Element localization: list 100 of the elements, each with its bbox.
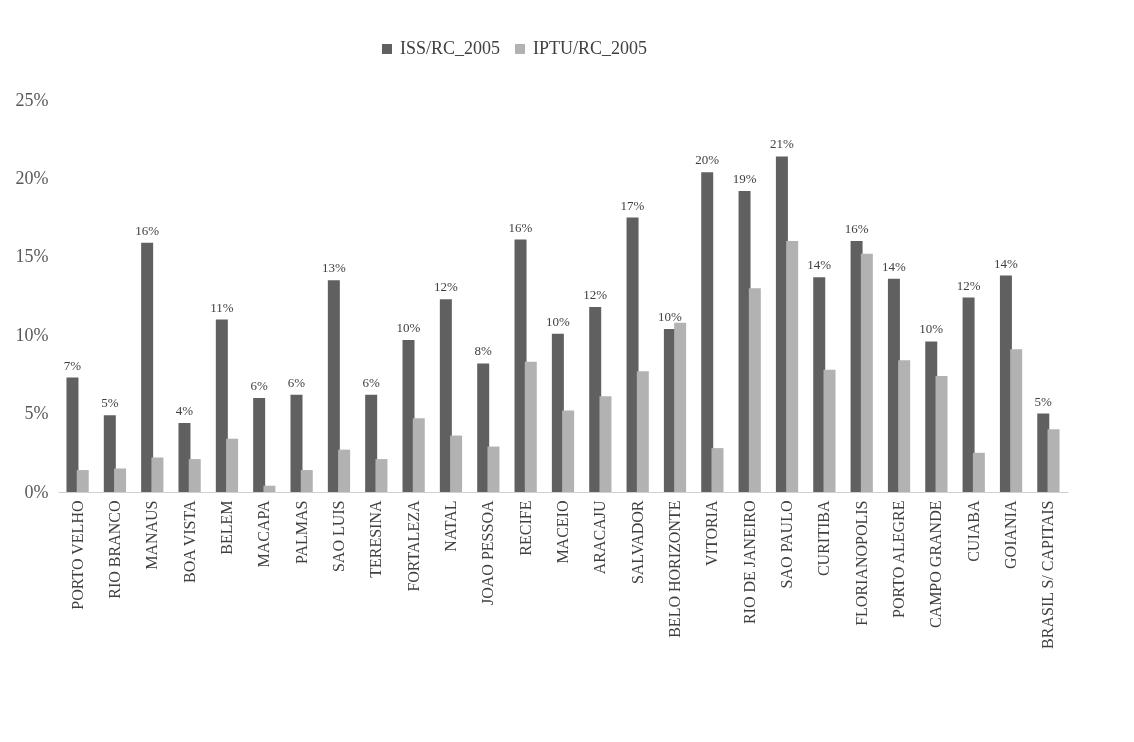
data-label: 19% xyxy=(732,170,757,186)
data-label: 11% xyxy=(210,299,234,315)
bar xyxy=(551,333,564,492)
x-tick-label: RIO DE JANEIRO xyxy=(740,500,758,625)
bar xyxy=(935,375,948,492)
data-label: 4% xyxy=(175,403,194,419)
y-tick-label: 15% xyxy=(15,246,49,267)
data-label: 12% xyxy=(956,277,981,293)
data-label: 6% xyxy=(250,377,268,393)
x-tick-label: SAO PAULO xyxy=(778,500,796,589)
bar xyxy=(860,253,873,492)
x-tick-label: PORTO VELHO xyxy=(68,500,86,610)
data-label: 14% xyxy=(807,257,832,273)
y-tick-label: 10% xyxy=(15,324,49,345)
bar xyxy=(103,415,116,492)
x-tick-label: BRASIL S/ CAPITAIS xyxy=(1039,500,1057,649)
data-label: 8% xyxy=(474,343,493,359)
x-tick-label: JOAO PESSOA xyxy=(479,500,497,605)
data-label: 10% xyxy=(545,313,570,329)
bar xyxy=(962,297,975,492)
bar xyxy=(524,361,537,492)
y-tick-label: 20% xyxy=(15,167,49,188)
y-tick-label: 0% xyxy=(24,481,49,502)
data-label: 6% xyxy=(362,374,380,390)
data-label: 12% xyxy=(433,279,458,295)
x-tick-label: GOIANIA xyxy=(1002,500,1020,569)
x-tick-label: RIO BRANCO xyxy=(105,500,123,599)
bar xyxy=(412,418,425,492)
x-tick-label: PORTO ALEGRE xyxy=(890,500,908,618)
data-label: 16% xyxy=(508,219,533,235)
bar xyxy=(813,277,826,492)
data-label: 10% xyxy=(396,319,421,335)
bar xyxy=(114,468,127,492)
x-tick-label: FORTALEZA xyxy=(404,500,422,592)
bar xyxy=(226,438,239,492)
x-tick-label: BELEM xyxy=(217,500,235,555)
x-tick-label: SAO LUIS xyxy=(329,500,347,573)
bar xyxy=(562,410,575,492)
bar xyxy=(151,457,164,492)
x-tick-label: MACAPA xyxy=(255,500,273,568)
bar xyxy=(972,452,985,492)
y-tick-label: 5% xyxy=(24,403,49,424)
x-tick-label: CURITIBA xyxy=(815,500,833,577)
x-tick-label: BELO HORIZONTE xyxy=(666,500,684,638)
bar xyxy=(477,363,490,492)
bar xyxy=(327,280,340,492)
data-label: 6% xyxy=(287,374,306,390)
bar xyxy=(178,423,191,492)
data-label: 7% xyxy=(63,357,82,373)
data-label: 13% xyxy=(321,260,346,276)
x-tick-label: TERESINA xyxy=(367,500,385,578)
bar xyxy=(365,394,378,492)
bar xyxy=(290,394,303,492)
bar xyxy=(701,172,714,492)
x-tick-label: SALVADOR xyxy=(628,500,646,585)
bar xyxy=(786,241,799,492)
bar xyxy=(823,369,836,492)
bar xyxy=(263,485,276,492)
x-tick-label: BOA VISTA xyxy=(180,500,198,583)
bar xyxy=(375,459,388,492)
bar xyxy=(215,319,228,492)
bar xyxy=(599,396,612,492)
bar xyxy=(674,322,687,492)
bar xyxy=(925,341,938,492)
y-tick-label: 25% xyxy=(15,89,49,110)
data-label: 12% xyxy=(583,286,608,302)
data-label: 14% xyxy=(994,255,1018,271)
bar xyxy=(402,339,415,492)
data-label: 10% xyxy=(919,321,944,337)
bar xyxy=(338,449,351,492)
bar xyxy=(711,448,724,492)
bar xyxy=(188,459,201,492)
data-label: 14% xyxy=(881,258,906,274)
x-tick-label: MACEIO xyxy=(554,500,571,564)
bar xyxy=(1037,413,1050,492)
data-label: 17% xyxy=(620,197,645,213)
bar xyxy=(1047,429,1060,492)
bar xyxy=(748,288,761,492)
bar xyxy=(898,360,911,492)
x-tick-label: NATAL xyxy=(441,500,459,552)
data-label: 16% xyxy=(135,222,160,238)
data-label: 10% xyxy=(657,308,682,324)
x-tick-label: MANAUS xyxy=(143,500,161,570)
bar xyxy=(76,470,89,492)
bar xyxy=(141,242,154,492)
bar xyxy=(300,470,313,492)
x-tick-label: RECIFE xyxy=(516,500,534,556)
x-tick-label: VITORIA xyxy=(703,500,721,566)
x-tick-label: CUIABA xyxy=(964,500,982,562)
bar xyxy=(636,371,649,492)
bar xyxy=(439,299,452,492)
data-label: 21% xyxy=(769,136,794,152)
bar xyxy=(66,377,79,492)
x-tick-label: PALMAS xyxy=(292,500,310,564)
data-label: 5% xyxy=(101,395,119,411)
x-tick-label: ARACAJU xyxy=(591,500,609,575)
bar xyxy=(589,306,602,492)
legend-label: ISS/RC_2005 xyxy=(400,38,501,58)
x-tick-label: CAMPO GRANDE xyxy=(927,500,945,629)
data-label: 16% xyxy=(844,221,869,237)
